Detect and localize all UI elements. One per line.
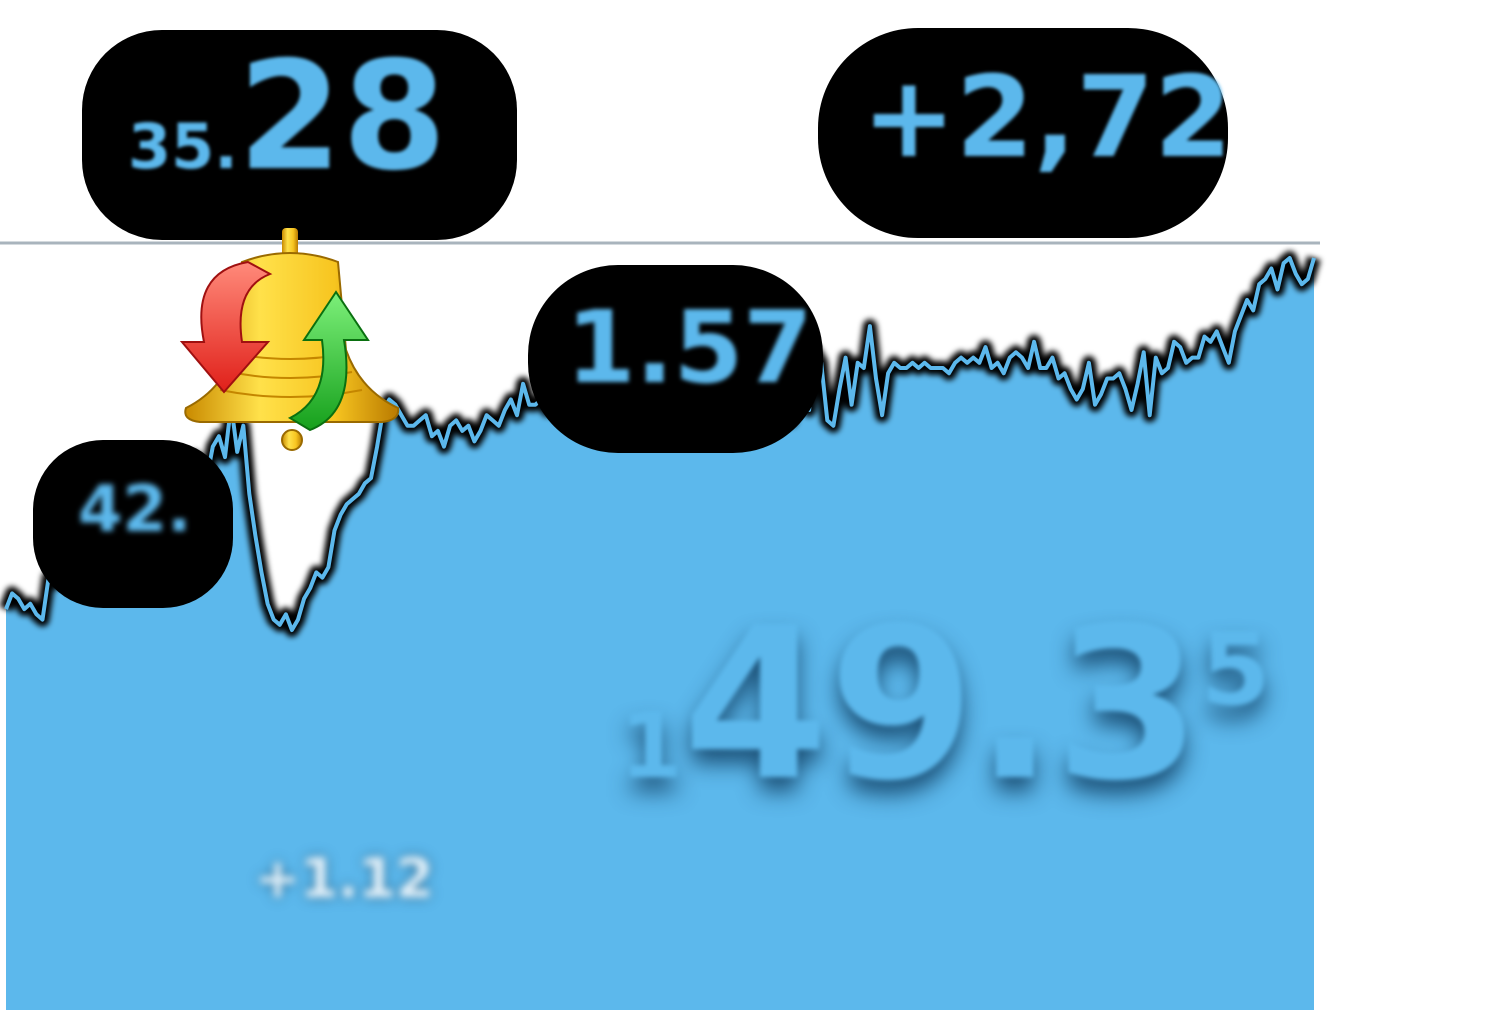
label-bg-left bbox=[33, 440, 233, 608]
label-top-left-prefix: 35. bbox=[128, 110, 238, 183]
label-big-prefix: 1 bbox=[620, 694, 683, 799]
label-top-left-main: 28 bbox=[237, 30, 447, 204]
label-bg-top-left bbox=[82, 30, 517, 240]
label-bg-mid bbox=[528, 265, 823, 453]
label-big-sup: 5 bbox=[1200, 611, 1271, 728]
label-mid-text: 1.57 bbox=[566, 289, 813, 406]
label-left: 42. bbox=[78, 473, 192, 547]
area-fill bbox=[6, 258, 1314, 1010]
label-bg-top-right bbox=[818, 28, 1228, 238]
label-top-left: 35.28 bbox=[128, 42, 447, 192]
label-big: 149.35 bbox=[620, 600, 1270, 810]
label-big-main: 49.3 bbox=[682, 582, 1201, 827]
label-mid: 1.57 bbox=[566, 298, 813, 398]
bell-sync-icon bbox=[179, 228, 400, 451]
label-bottom-small: +1.12 bbox=[255, 847, 434, 910]
label-top-right: +2,72 bbox=[862, 53, 1233, 183]
